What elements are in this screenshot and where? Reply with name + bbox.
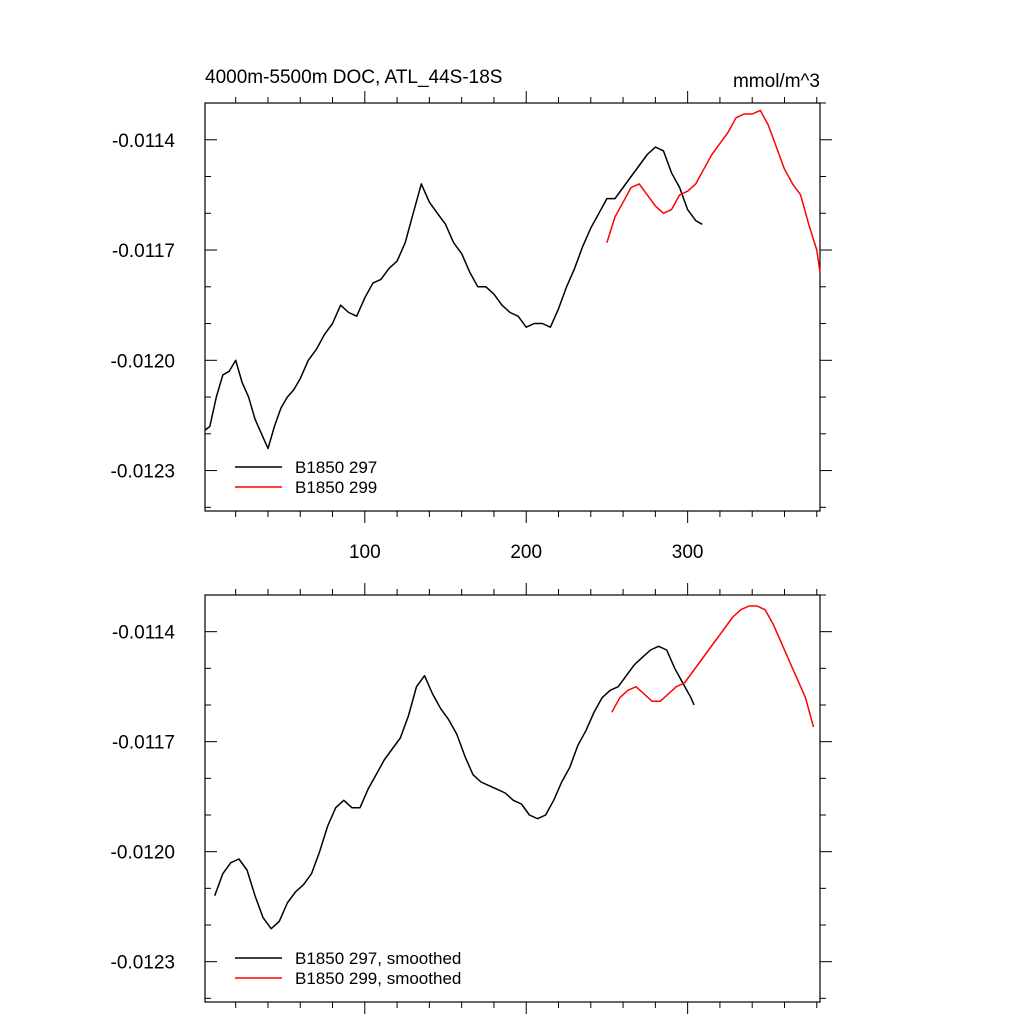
- panel2-legend-label: B1850 297, smoothed: [295, 949, 461, 968]
- panel1-series-line-2: [606, 109, 821, 273]
- panel1-legend-label: B1850 299: [295, 478, 377, 497]
- panel1-series-line-1: [204, 146, 703, 450]
- panel2-y-tick-label: -0.0117: [112, 733, 175, 754]
- panel2-y-tick-label: -0.0123: [111, 953, 175, 974]
- panel1-legend-label: B1850 297: [295, 458, 377, 477]
- panel1-y-tick-label: -0.0114: [112, 131, 175, 152]
- panel1-title: 4000m-5500m DOC, ATL_44S-18S: [205, 67, 502, 88]
- panel1-y-tick-label: -0.0120: [111, 351, 175, 372]
- panel2-series-line-1: [213, 645, 695, 930]
- panel1-x-tick-label: 100: [349, 542, 381, 563]
- panel1-plot-frame: [204, 102, 821, 512]
- panel1-x-tick-label: 200: [510, 542, 542, 563]
- panel1-units-label: mmol/m^3: [733, 71, 820, 92]
- panel2-series-line-2: [611, 605, 815, 728]
- panel1-y-tick-label: -0.0117: [112, 241, 175, 262]
- panel2-plot-frame: [204, 594, 821, 1003]
- panel2-y-tick-label: -0.0120: [111, 843, 175, 864]
- panel2-legend-label: B1850 299, smoothed: [295, 969, 461, 988]
- panel1-x-tick-label: 300: [672, 542, 704, 563]
- panel1-y-tick-label: -0.0123: [111, 462, 175, 483]
- panel2-y-tick-label: -0.0114: [112, 623, 175, 644]
